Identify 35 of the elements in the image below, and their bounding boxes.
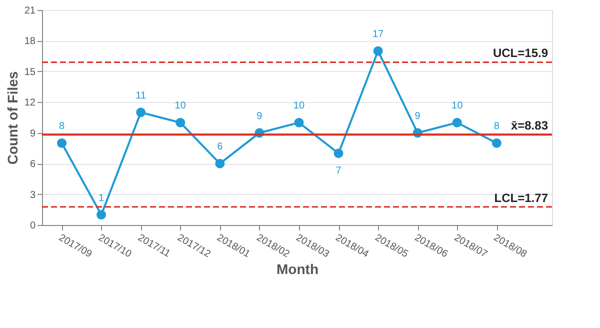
y-tick-label: 12 (24, 98, 36, 109)
y-tick-label: 0 (30, 220, 36, 232)
data-label: 10 (452, 100, 464, 112)
y-tick-label: 6 (30, 159, 36, 170)
point (176, 118, 186, 128)
y-tick-label: 3 (30, 190, 36, 201)
y-tick-label: 18 (24, 36, 36, 48)
y-tick-label: 9 (30, 128, 36, 140)
data-label: 10 (293, 100, 305, 112)
point (294, 118, 304, 128)
point (492, 138, 502, 148)
point (452, 118, 462, 128)
data-label: 1 (98, 192, 105, 204)
point (373, 46, 383, 56)
data-label: 8 (494, 121, 500, 132)
data-label: 17 (372, 28, 384, 40)
data-label: 9 (414, 110, 421, 122)
y-tick-label: 15 (24, 66, 36, 78)
data-label: 8 (58, 121, 65, 132)
y-tick-label: 21 (24, 6, 36, 16)
y-axis-title: Count of Files (4, 71, 20, 165)
point (57, 138, 67, 148)
data-label: 11 (136, 90, 146, 102)
ref-line-label: x̄=8.83 (510, 118, 548, 133)
x-axis-title: Month (276, 261, 318, 278)
data-label: 9 (256, 110, 263, 122)
data-label: 6 (217, 142, 224, 153)
point (136, 108, 146, 118)
ref-line-label: LCL=1.77 (494, 190, 548, 205)
data-label: 10 (174, 100, 186, 112)
point (96, 210, 106, 220)
data-label: 7 (336, 165, 342, 176)
ref-line-label: UCL=15.9 (492, 46, 548, 60)
point (334, 148, 344, 158)
point (215, 158, 225, 168)
